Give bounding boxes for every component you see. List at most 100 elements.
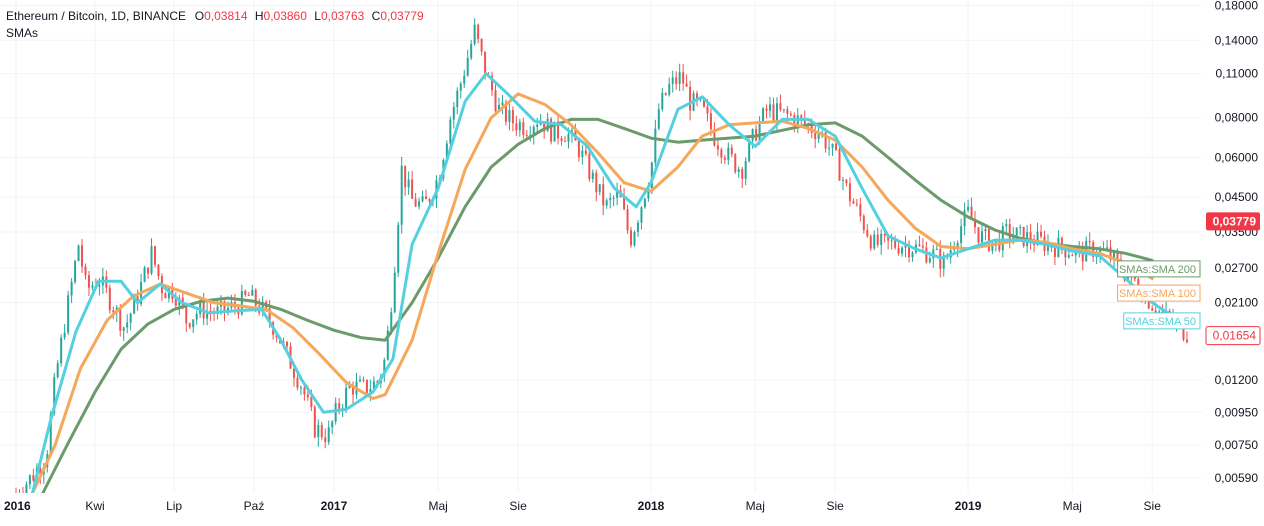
candle xyxy=(595,169,598,202)
candle xyxy=(845,178,848,187)
candle xyxy=(612,195,615,207)
candle xyxy=(779,94,782,112)
candle xyxy=(741,166,744,189)
candle xyxy=(564,136,567,142)
x-tick-label: Sie xyxy=(509,499,527,513)
candle xyxy=(1071,253,1074,257)
candle xyxy=(515,115,518,137)
candle xyxy=(671,70,674,93)
candle xyxy=(1015,227,1018,236)
candle xyxy=(164,291,167,299)
candle xyxy=(581,145,584,165)
candle xyxy=(789,111,792,117)
x-tick-label: Sie xyxy=(826,499,844,513)
open-value: 0,03814 xyxy=(204,9,248,23)
candle xyxy=(251,284,254,296)
candle xyxy=(914,239,917,255)
candle xyxy=(654,119,657,167)
candle xyxy=(734,153,737,174)
candle xyxy=(835,142,838,151)
candle xyxy=(588,147,591,182)
candle xyxy=(907,240,910,263)
candle xyxy=(195,310,198,325)
candle xyxy=(911,251,914,262)
candle xyxy=(560,135,563,146)
open-label: O xyxy=(194,9,205,23)
x-tick-label: Kwi xyxy=(85,499,104,513)
candle xyxy=(675,71,678,90)
candle xyxy=(178,294,181,315)
candle xyxy=(605,198,608,209)
candle xyxy=(414,192,417,208)
candle xyxy=(508,103,511,131)
x-tick-label: 2018 xyxy=(638,499,665,513)
candle xyxy=(643,197,646,209)
y-tick-label: 0,04500 xyxy=(1215,190,1259,204)
close-value: 0,03779 xyxy=(380,9,424,23)
y-tick-label: 0,11000 xyxy=(1216,67,1259,81)
candle xyxy=(1040,224,1043,239)
candle xyxy=(1185,331,1188,344)
candle xyxy=(862,213,865,234)
candle xyxy=(463,69,466,88)
candle xyxy=(765,104,768,119)
y-tick-label: 0,06000 xyxy=(1215,150,1259,164)
series-tag-text: SMAs:SMA 100 xyxy=(1119,288,1196,300)
candle xyxy=(418,197,421,210)
candle xyxy=(491,71,494,96)
candle xyxy=(633,230,636,247)
candle xyxy=(501,94,504,115)
candle xyxy=(838,142,841,181)
candle xyxy=(852,198,855,205)
series-tag-smas-sma-50: SMAs:SMA 50 xyxy=(1123,312,1201,330)
symbol-ohlc-row[interactable]: Ethereum / Bitcoin, 1D, BINANCE O0,03814… xyxy=(6,8,428,25)
candle xyxy=(324,428,327,449)
candle xyxy=(869,234,872,252)
candle xyxy=(108,284,111,314)
x-axis[interactable]: 2016 Kwi Lip Paź 2017 Maj Sie 2018 Maj Sie 2019 Maj… xyxy=(0,493,1264,521)
candle xyxy=(1019,224,1022,236)
candle xyxy=(616,182,619,206)
candle xyxy=(855,198,858,207)
candle xyxy=(174,291,177,311)
y-tick-label: 0,02700 xyxy=(1215,261,1259,275)
x-tick-label: Sie xyxy=(1144,499,1162,513)
candle xyxy=(67,290,70,335)
high-value: 0,03860 xyxy=(263,9,307,23)
chart-legend: Ethereum / Bitcoin, 1D, BINANCE O0,03814… xyxy=(6,8,428,42)
symbol-title: Ethereum / Bitcoin, 1D, BINANCE xyxy=(6,9,187,23)
candle xyxy=(609,192,612,209)
candle xyxy=(737,166,740,178)
candle xyxy=(216,298,219,320)
candle xyxy=(720,147,723,164)
candle xyxy=(769,96,772,118)
series-tag-text: SMAs:SMA 50 xyxy=(1125,316,1196,328)
y-axis-bg xyxy=(1202,0,1264,521)
y-axis[interactable]: 0,18000 0,14000 0,11000 0,08000 0,06000 0,045… xyxy=(1202,0,1264,521)
indicator-legend-item[interactable]: SMAs xyxy=(6,26,39,40)
y-tick-label: 0,08000 xyxy=(1215,111,1259,125)
x-tick-label: 2016 xyxy=(4,499,31,513)
candle xyxy=(557,116,560,145)
candle xyxy=(299,385,302,395)
candle xyxy=(129,312,132,331)
candle xyxy=(185,306,188,333)
candle xyxy=(188,322,191,329)
current-price-tag: 0,01654 xyxy=(1205,326,1261,346)
candle xyxy=(425,189,428,200)
candle xyxy=(664,92,667,96)
candle xyxy=(550,117,553,145)
candle xyxy=(831,143,834,157)
series-line-smas-sma-100 xyxy=(31,92,1154,495)
candle xyxy=(452,102,455,129)
x-tick-label: 2017 xyxy=(321,499,348,513)
candle xyxy=(91,281,94,291)
candle xyxy=(397,221,400,277)
candle xyxy=(1151,305,1154,312)
candle xyxy=(247,291,250,296)
candle xyxy=(963,202,966,236)
candle xyxy=(935,244,938,251)
series-tag-text: SMAs:SMA 200 xyxy=(1119,264,1196,276)
